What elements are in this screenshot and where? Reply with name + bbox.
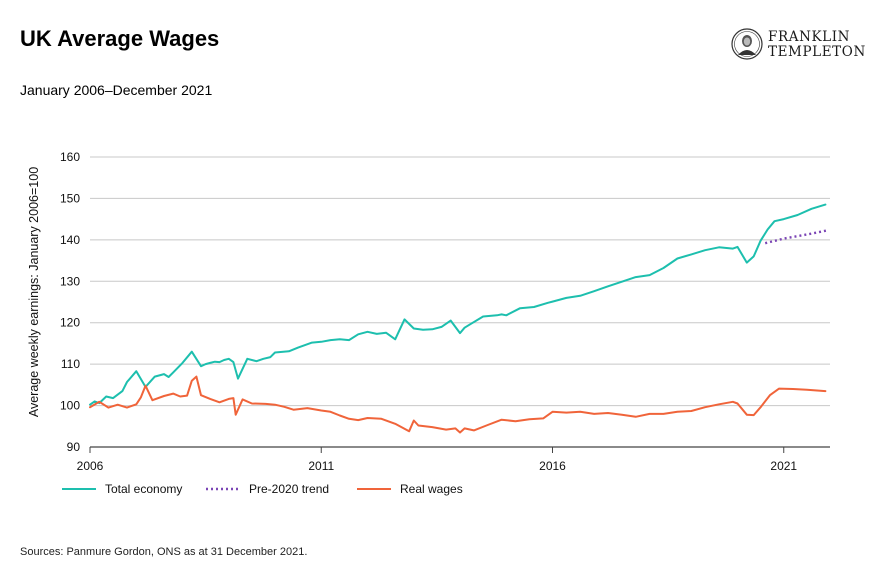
y-tick-label: 110 — [61, 357, 80, 371]
brand-name-line2: TEMPLETON — [768, 44, 866, 60]
y-tick-label: 130 — [60, 274, 80, 288]
y-axis-label: Average weekly earnings: January 2006=10… — [27, 167, 41, 417]
franklin-portrait-seal-icon — [731, 28, 763, 60]
x-tick-label: 2021 — [770, 459, 797, 473]
source-note: Sources: Panmure Gordon, ONS as at 31 De… — [20, 546, 308, 558]
y-tick-label: 160 — [60, 150, 80, 164]
y-tick-label: 150 — [60, 191, 80, 205]
y-tick-labels: 90 100 110 120 130 140 150 160 — [60, 150, 80, 454]
x-tick-label: 2011 — [308, 459, 334, 473]
series-line-pre-2020-trend — [764, 229, 828, 245]
y-tick-label: 140 — [60, 233, 80, 247]
x-tick-label: 2006 — [77, 459, 104, 473]
page-subtitle: January 2006–December 2021 — [20, 82, 213, 98]
legend-label: Real wages — [400, 482, 463, 496]
x-tick-labels: 2006 2011 2016 2021 — [77, 447, 797, 473]
series-layer — [89, 203, 828, 434]
y-tick-label: 100 — [60, 399, 80, 413]
page-title: UK Average Wages — [20, 26, 220, 51]
y-tick-label: 120 — [60, 316, 80, 330]
series-line-real-wages — [89, 375, 827, 434]
x-tick-label: 2016 — [539, 459, 566, 473]
y-tick-label: 90 — [67, 440, 81, 454]
grid-layer — [90, 156, 830, 448]
brand-name-line1: FRANKLIN — [768, 29, 851, 45]
legend: Total economy Pre-2020 trend Real wages — [62, 482, 463, 496]
series-line-total-economy — [89, 203, 827, 406]
brand-logo: FRANKLIN TEMPLETON — [731, 28, 871, 60]
legend-label: Total economy — [105, 482, 182, 496]
legend-label: Pre-2020 trend — [249, 482, 329, 496]
